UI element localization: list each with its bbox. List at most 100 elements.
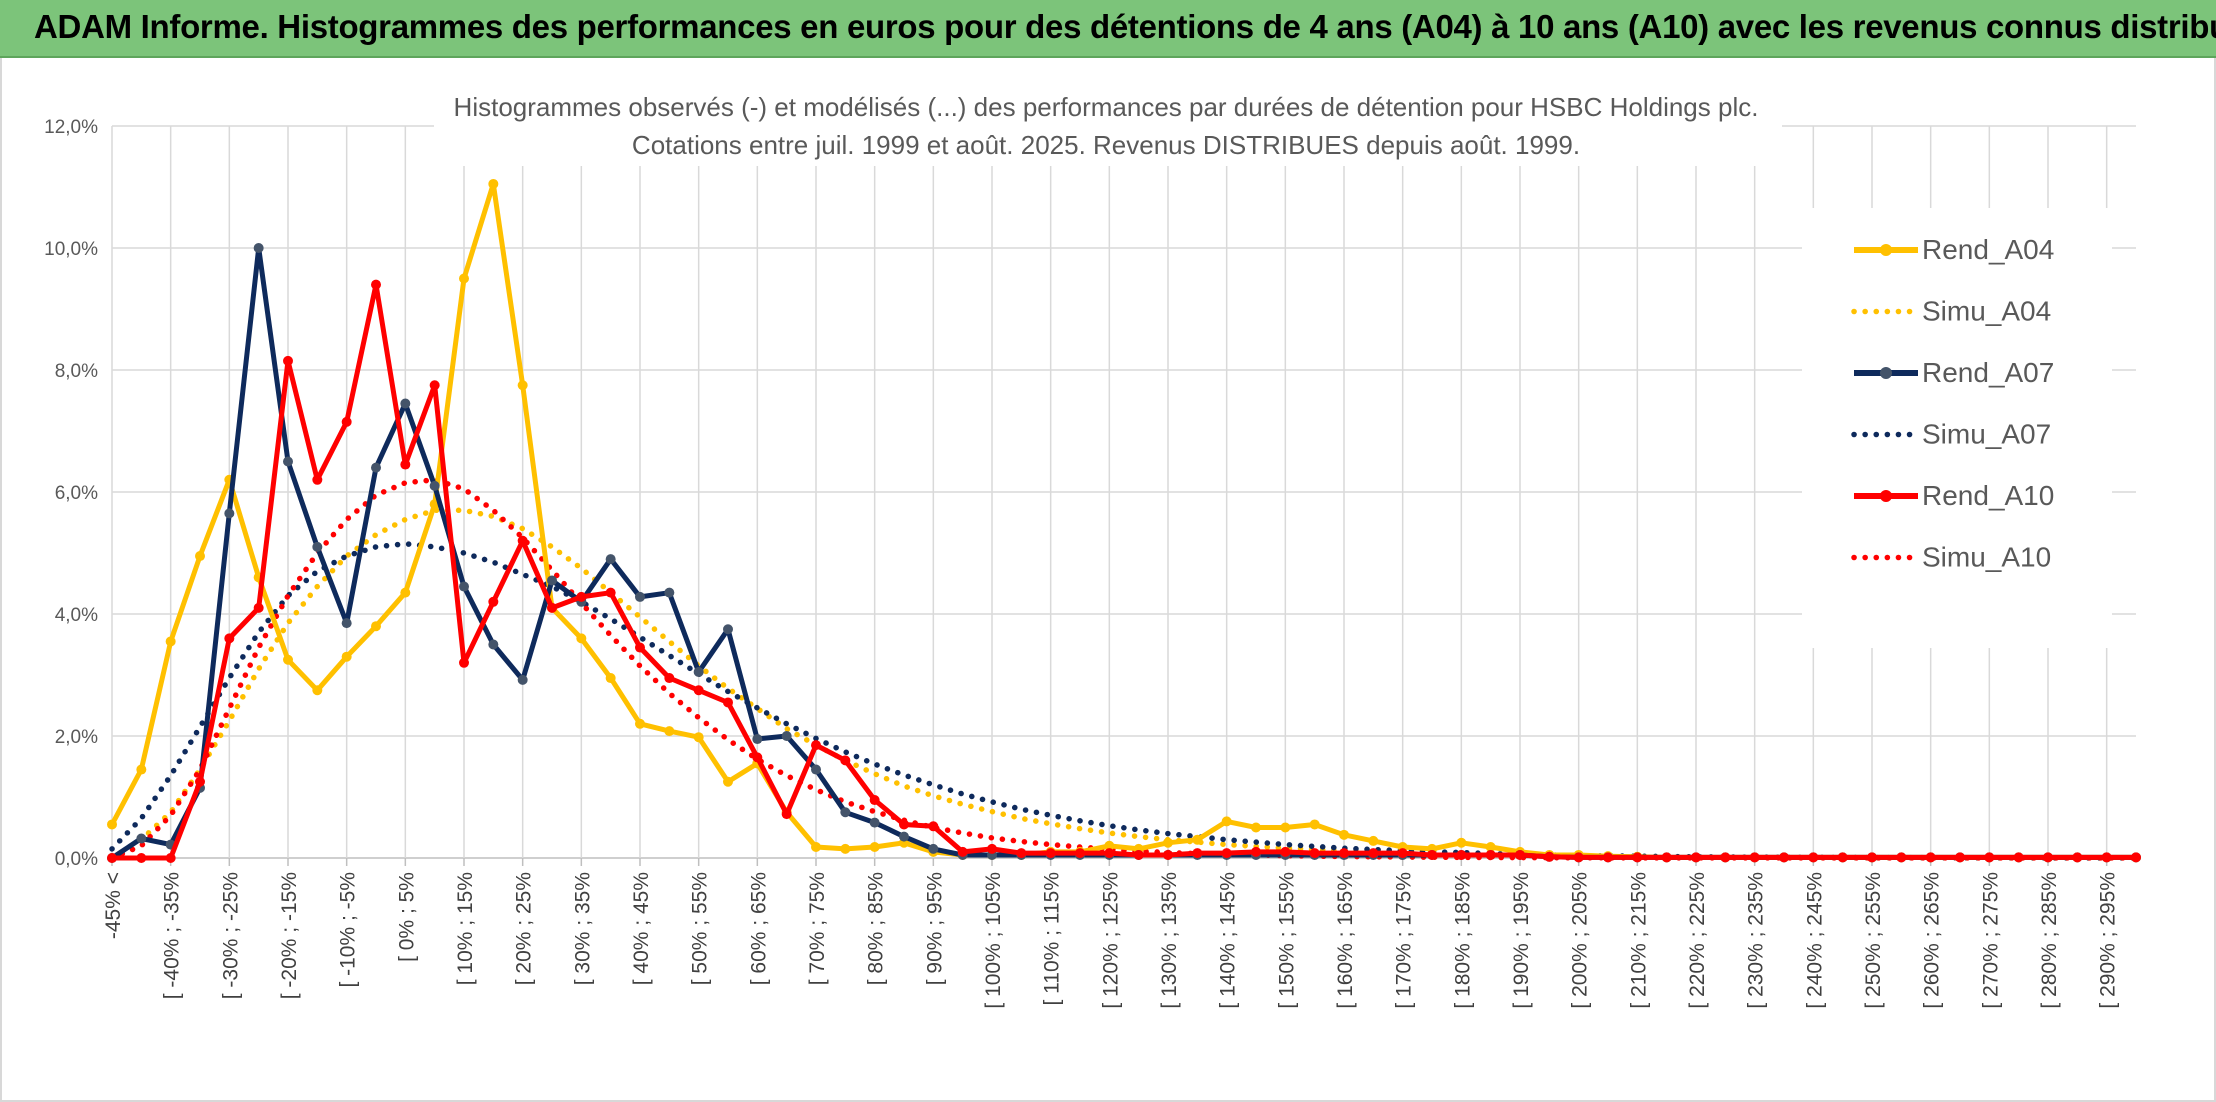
point-rend-a10: [635, 642, 645, 653]
point-rend-a10: [1221, 848, 1232, 859]
x-tick-label: [ -10% ; -5%: [337, 872, 360, 988]
point-rend-a10: [400, 459, 411, 470]
point-rend-a10: [605, 587, 616, 598]
point-rend-a10: [1720, 852, 1731, 863]
x-tick-label: [ 200% ; 205%: [1569, 872, 1592, 1009]
point-rend-a04: [1339, 829, 1349, 840]
point-rend-a07: [693, 666, 704, 677]
point-rend-a04: [1104, 840, 1115, 851]
point-rend-a10: [2043, 852, 2053, 863]
point-rend-a10: [312, 474, 323, 485]
point-rend-a10: [1603, 852, 1613, 863]
y-tick-label: 10,0%: [44, 239, 98, 260]
legend-label-simu-a04: Simu_A04: [1922, 296, 2051, 327]
point-rend-a10: [664, 673, 675, 684]
legend-marker-rend-a07: [1880, 367, 1892, 379]
x-tick-label: [ 130% ; 135%: [1158, 872, 1181, 1009]
chart-subtitle: Cotations entre juil. 1999 et août. 2025…: [632, 130, 1580, 160]
point-rend-a04: [840, 843, 851, 854]
point-rend-a10: [693, 685, 704, 696]
x-tick-label: [ 40% ; 45%: [630, 872, 653, 985]
x-tick-label: [ 260% ; 265%: [1921, 872, 1944, 1009]
point-rend-a04: [605, 673, 616, 684]
chart-series: [107, 178, 2141, 863]
x-tick-label: [ 220% ; 225%: [1686, 872, 1709, 1009]
point-rend-a10: [371, 279, 381, 290]
chart-titles: Histogrammes observés (-) et modélisés (…: [434, 84, 1782, 166]
point-rend-a07: [605, 554, 616, 565]
point-rend-a10: [1661, 852, 1672, 863]
y-tick-label: 6,0%: [55, 483, 98, 504]
legend-label-rend-a04: Rend_A04: [1922, 234, 2054, 265]
x-tick-label: [ -20% ; -15%: [278, 872, 301, 999]
point-rend-a10: [1280, 846, 1291, 857]
point-rend-a04: [341, 651, 352, 662]
point-rend-a10: [1397, 848, 1408, 859]
point-rend-a10: [2072, 852, 2083, 863]
point-rend-a04: [400, 587, 411, 598]
point-rend-a10: [165, 853, 176, 863]
x-tick-label: [ 70% ; 75%: [806, 872, 829, 985]
point-rend-a10: [341, 416, 352, 427]
point-rend-a07: [488, 639, 499, 650]
point-rend-a10: [1544, 851, 1555, 862]
x-tick-label: [ 50% ; 55%: [689, 872, 712, 985]
performance-histogram-chart: 0,0% 2,0% 4,0% 6,0% 8,0% 10,0% 12,0% -45% < [ -…: [44, 84, 2141, 1009]
point-rend-a07: [371, 462, 381, 473]
x-tick-label: [ 270% ; 275%: [1979, 872, 2002, 1009]
x-tick-label: [ -30% ; -25%: [219, 872, 242, 999]
point-rend-a04: [1221, 816, 1232, 827]
point-rend-a10: [781, 809, 792, 820]
point-rend-a04: [693, 732, 704, 743]
series-line-rend-a10: [112, 282, 2136, 861]
point-rend-a10: [253, 602, 264, 613]
point-rend-a10: [517, 535, 528, 546]
point-rend-a07: [429, 480, 440, 491]
point-rend-a07: [723, 624, 733, 635]
point-rend-a10: [928, 821, 939, 832]
point-rend-a10: [1163, 849, 1173, 860]
point-rend-a07: [928, 843, 939, 854]
point-rend-a07: [283, 456, 293, 467]
point-rend-a10: [136, 853, 147, 863]
point-rend-a07: [400, 398, 411, 409]
point-rend-a04: [136, 764, 147, 775]
point-rend-a10: [2131, 852, 2141, 863]
x-tick-label: [ 240% ; 245%: [1803, 872, 1826, 1009]
point-rend-a10: [488, 596, 499, 607]
point-rend-a10: [283, 355, 293, 366]
y-axis-ticks: 0,0% 2,0% 4,0% 6,0% 8,0% 10,0% 12,0%: [44, 117, 98, 870]
x-tick-label: [ 80% ; 85%: [865, 872, 888, 985]
point-rend-a10: [1104, 848, 1115, 859]
point-rend-a10: [195, 776, 205, 787]
point-rend-a10: [1837, 852, 1848, 863]
x-tick-label: [ 250% ; 255%: [1862, 872, 1885, 1009]
point-rend-a10: [840, 755, 851, 766]
point-rend-a04: [811, 842, 821, 853]
point-rend-a04: [1368, 835, 1379, 846]
point-rend-a10: [2101, 852, 2112, 863]
chart-frame: 0,0% 2,0% 4,0% 6,0% 8,0% 10,0% 12,0% -45% < [ -…: [0, 58, 2216, 1102]
x-tick-label: [ 0% ; 5%: [395, 872, 418, 962]
x-tick-label: [ 30% ; 35%: [571, 872, 594, 985]
x-tick-label: [ 60% ; 65%: [747, 872, 770, 985]
point-rend-a04: [635, 718, 645, 729]
point-rend-a04: [1192, 834, 1203, 845]
point-rend-a10: [1691, 852, 1701, 863]
legend-label-simu-a07: Simu_A07: [1922, 419, 2051, 450]
point-rend-a10: [752, 752, 763, 763]
point-rend-a10: [547, 602, 557, 613]
point-rend-a10: [1192, 848, 1203, 859]
point-rend-a04: [165, 636, 176, 647]
x-tick-label: [ 290% ; 295%: [2097, 872, 2120, 1009]
point-rend-a04: [1163, 837, 1173, 848]
x-tick-label: [ 180% ; 185%: [1451, 872, 1474, 1009]
point-rend-a07: [840, 807, 851, 818]
chart-grid: [111, 125, 2136, 866]
y-tick-label: 12,0%: [44, 117, 98, 138]
point-rend-a07: [664, 587, 675, 598]
point-rend-a07: [635, 591, 645, 602]
point-rend-a07: [781, 731, 792, 741]
point-rend-a10: [224, 633, 235, 644]
point-rend-a10: [957, 846, 968, 857]
